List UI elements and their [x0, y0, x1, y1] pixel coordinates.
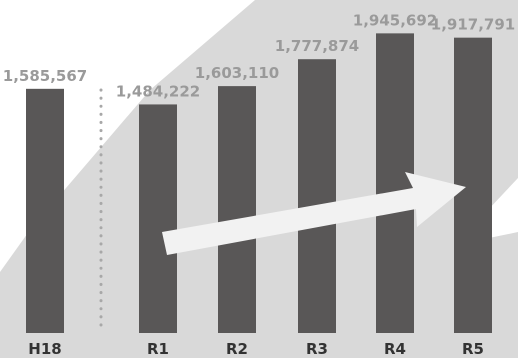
category-label-r2: R2 [226, 340, 248, 358]
category-label-r5: R5 [462, 340, 484, 358]
value-label-r2: 1,603,110 [195, 64, 279, 82]
bar-r3 [298, 59, 336, 334]
trend-arrow-icon [162, 172, 466, 255]
bar-r1 [139, 104, 177, 333]
labels-group: 1,585,567 H18 1,484,222 R1 1,603,110 R2 1,777,… [3, 11, 515, 358]
value-label-r3: 1,777,874 [275, 37, 359, 55]
bars-group [26, 33, 492, 334]
bar-h18 [26, 88, 64, 333]
category-label-r4: R4 [384, 340, 406, 358]
bar-r5 [454, 37, 492, 333]
bar-r2 [218, 86, 256, 333]
value-label-r5: 1,917,791 [431, 16, 515, 34]
category-label-r1: R1 [147, 340, 169, 358]
value-label-r1: 1,484,222 [116, 82, 200, 100]
category-label-r3: R3 [306, 340, 328, 358]
category-label-h18: H18 [28, 340, 61, 358]
value-label-r4: 1,945,692 [353, 11, 437, 29]
value-label-h18: 1,585,567 [3, 67, 87, 85]
bar-r4 [376, 33, 414, 333]
